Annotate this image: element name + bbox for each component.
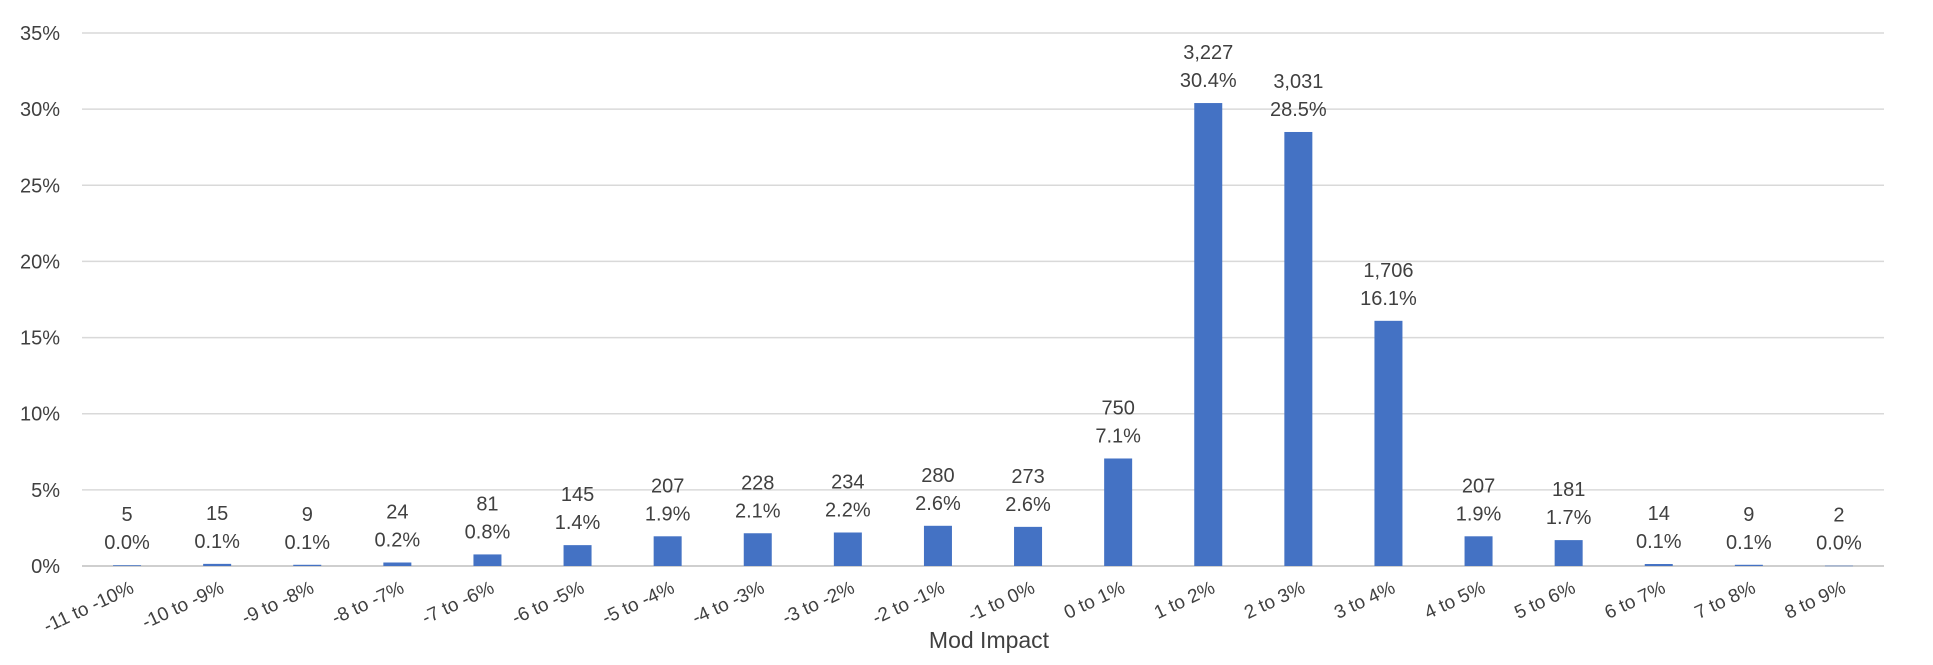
data-label-percent: 0.1% [1636,531,1682,553]
bar [1554,540,1583,566]
y-tick-label: 10% [20,404,60,426]
y-tick-label: 0% [31,556,60,578]
data-label-count: 207 [1462,475,1495,497]
data-label-count: 9 [302,504,313,526]
bar [833,532,862,566]
y-tick-label: 25% [20,175,60,197]
data-label-count: 2 [1833,505,1844,527]
data-label-count: 273 [1011,466,1044,488]
bar [563,545,592,566]
bar [1104,458,1133,566]
data-label-count: 750 [1101,397,1134,419]
data-label-count: 9 [1743,504,1754,526]
data-label-percent: 1.4% [555,512,601,534]
data-label-percent: 0.1% [284,532,330,554]
bar [203,563,232,566]
y-tick-label: 35% [20,23,60,45]
y-tick-label: 30% [20,99,60,121]
data-label-count: 280 [921,465,954,487]
data-label-count: 81 [476,493,498,515]
bar [743,533,772,566]
data-label-count: 14 [1648,503,1670,525]
data-label-count: 145 [561,484,594,506]
y-tick-label: 15% [20,328,60,350]
x-axis-title: Mod Impact [929,627,1050,653]
data-label-percent: 0.1% [194,531,240,553]
data-label-count: 24 [386,501,408,523]
data-label-count: 234 [831,471,864,493]
data-label-percent: 2.2% [825,499,871,521]
bar [1284,131,1313,566]
data-label-percent: 30.4% [1180,70,1237,92]
bar [1194,103,1223,567]
data-label-count: 15 [206,503,228,525]
bar [1014,526,1043,566]
bar [1464,536,1493,566]
data-label-percent: 1.9% [645,503,691,525]
data-label-percent: 28.5% [1270,99,1327,121]
bar [113,565,142,566]
data-label-percent: 1.9% [1456,503,1502,525]
data-label-percent: 0.8% [465,521,511,543]
data-label-percent: 7.1% [1095,425,1141,447]
bar [923,525,952,566]
data-label-count: 1,706 [1363,260,1413,282]
bar [1374,320,1403,566]
data-label-percent: 0.2% [375,529,421,551]
data-label-percent: 0.1% [1726,532,1772,554]
data-label-percent: 0.0% [104,532,150,554]
data-label-percent: 0.0% [1816,533,1862,555]
data-label-percent: 2.6% [915,493,961,515]
y-tick-label: 20% [20,251,60,273]
bar [1644,564,1673,566]
data-label-count: 3,031 [1273,71,1323,93]
bar [383,562,412,566]
bar [293,564,322,566]
bar [653,536,682,566]
data-label-percent: 1.7% [1546,507,1592,529]
bar [1824,565,1853,567]
data-label-percent: 2.6% [1005,494,1051,516]
data-label-count: 181 [1552,479,1585,501]
data-label-percent: 2.1% [735,500,781,522]
data-label-count: 3,227 [1183,42,1233,64]
data-label-count: 228 [741,472,774,494]
data-label-count: 5 [121,504,132,526]
data-label-count: 207 [651,475,684,497]
bar [473,554,502,566]
data-label-percent: 16.1% [1360,288,1417,310]
y-tick-label: 5% [31,480,60,502]
bar [1734,564,1763,566]
